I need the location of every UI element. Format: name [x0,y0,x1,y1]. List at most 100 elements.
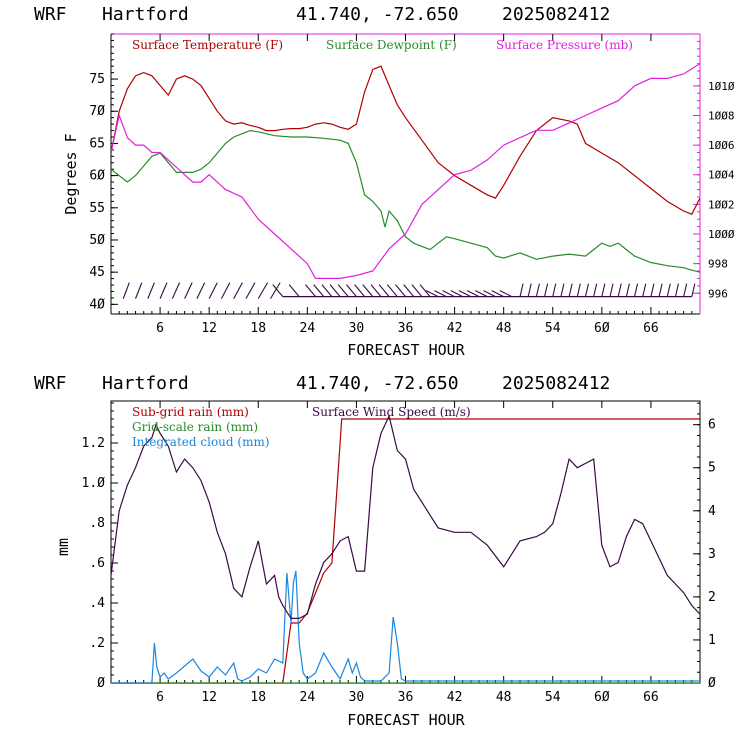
wind-barb [527,283,532,297]
y-tick-label: 7Ø [89,104,105,119]
wind-barb [519,283,524,297]
wind-barb [370,284,382,297]
y2-tick-label: 1ØØ6 [708,139,735,152]
x-tick-label: 12 [201,690,217,705]
x-tick-label: 6Ø [594,321,610,336]
x-tick-label: 54 [545,321,561,336]
p1-wind-barbs [122,282,696,299]
x-tick-label: 54 [545,690,561,705]
p1-y-tick-labels: 4Ø 45 5Ø 55 6Ø 65 7Ø 75 [89,72,105,312]
wind-barb [584,283,590,297]
y-tick-label: 5Ø [89,233,105,248]
p2-x-tick-labels: 6 12 18 24 30 36 42 48 54 6Ø 66 [156,690,659,705]
wind-barb [458,290,472,298]
wind-barb [544,283,549,297]
y2-tick-label: 3 [708,547,716,562]
wind-barb [313,284,325,297]
wind-barb [491,290,504,298]
p1-y2-tick-labels: 996 998 1ØØØ 1ØØ2 1ØØ4 1ØØ6 1ØØ8 1Ø1Ø [708,80,735,300]
p1-legend-pressure: Surface Pressure (mb) [496,38,633,52]
p2-legend-gridscale-rain: Grid-scale rain (mm) [132,420,258,434]
wind-barb [634,283,639,297]
wind-barb [321,284,333,297]
temperature-panel: 6 12 18 24 30 36 42 48 54 6Ø 66 4Ø 45 5Ø 55 6Ø 65 7Ø 75 9… [62,33,735,359]
y2-tick-label: 1ØØ8 [708,109,735,122]
p2-legend-integrated-cloud: Integrated cloud (mm) [132,435,270,449]
wind-barb [147,282,155,299]
wind-barb [184,282,193,299]
p2-x-axis-label: FORECAST HOUR [347,711,465,729]
y-tick-label: .2 [89,636,105,651]
wind-barb [395,284,406,297]
wind-barb [354,284,366,297]
y2-tick-label: 6 [708,418,716,433]
wind-barb [419,284,431,297]
y-tick-label: 6Ø [89,169,105,184]
wind-barb [617,283,622,297]
y-tick-label: 65 [89,136,105,151]
x-tick-label: 30 [349,690,365,705]
y-tick-label: 1.2 [82,436,105,451]
series-line-surface-pressure-mb [111,63,700,279]
wind-barb [609,283,614,297]
wind-barb [403,284,415,297]
y2-tick-label: 1Ø1Ø [708,80,735,93]
rain-wind-panel: 6 12 18 24 30 36 42 48 54 6Ø 66 Ø.2.4.6.81.Ø1.2 Ø1… [54,400,716,729]
wind-barb [576,283,581,297]
x-tick-label: 30 [349,321,365,336]
wind-barb [466,290,480,298]
wind-barb [499,290,513,298]
p1-coords-label: 41.740, -72.650 [296,4,459,25]
p1-run-label: 2025082412 [502,4,610,25]
p1-model-label: WRF [34,4,67,25]
y-tick-label: 1.Ø [82,476,106,491]
wind-barb [483,290,496,298]
wind-barb [601,283,606,297]
x-tick-label: 42 [447,321,463,336]
series-line-surface-dewpoint-f [111,129,700,273]
wind-barb [625,283,630,297]
wind-barb [650,283,655,297]
wind-barb [270,282,281,299]
p1-site-label: Hartford [102,4,189,25]
y-tick-label: 4Ø [89,297,105,312]
p1-legend-temperature: Surface Temperature (F) [132,38,283,52]
p2-y-tick-labels: Ø .2 .4 .6 .8 1.Ø 1.2 [82,436,106,691]
wind-barb [666,283,671,297]
wind-barb [691,283,696,297]
y-tick-label: Ø [97,676,105,691]
y2-tick-label: 998 [708,258,728,271]
series-line-surface-wind-speed-m-s [111,414,700,620]
series-line-integrated-cloud-mm [111,570,700,683]
x-tick-label: 66 [643,690,659,705]
p2-coords-label: 41.740, -72.650 [296,373,459,394]
wind-barb [434,290,447,298]
y-tick-label: .8 [89,516,105,531]
wind-barb [362,284,374,297]
wind-barb [171,282,181,299]
wind-barb [475,290,488,298]
p2-site-label: Hartford [102,373,189,394]
y2-tick-label: Ø [708,676,716,691]
wind-barb [552,283,557,297]
wind-barb [159,282,168,299]
y-tick-label: 75 [89,72,105,87]
wind-barb [674,283,679,297]
p1-legend-dewpoint: Surface Dewpoint (F) [326,38,457,52]
wind-barb [593,283,598,297]
x-tick-label: 12 [201,321,217,336]
p2-series-lines [111,414,700,683]
y2-tick-label: 4 [708,504,716,519]
wind-barb [425,290,439,298]
series-line-surface-temperature-f [111,65,700,215]
x-tick-label: 36 [398,321,414,336]
wind-barb [233,282,243,299]
p1-x-tick-labels: 6 12 18 24 30 36 42 48 54 6Ø 66 [156,321,659,336]
x-tick-label: 18 [250,690,266,705]
wind-barb [560,283,565,297]
x-tick-label: 24 [300,690,316,705]
p2-y2-tick-labels: Ø 1 2 3 4 5 6 [708,418,716,691]
wind-barb [450,290,464,298]
